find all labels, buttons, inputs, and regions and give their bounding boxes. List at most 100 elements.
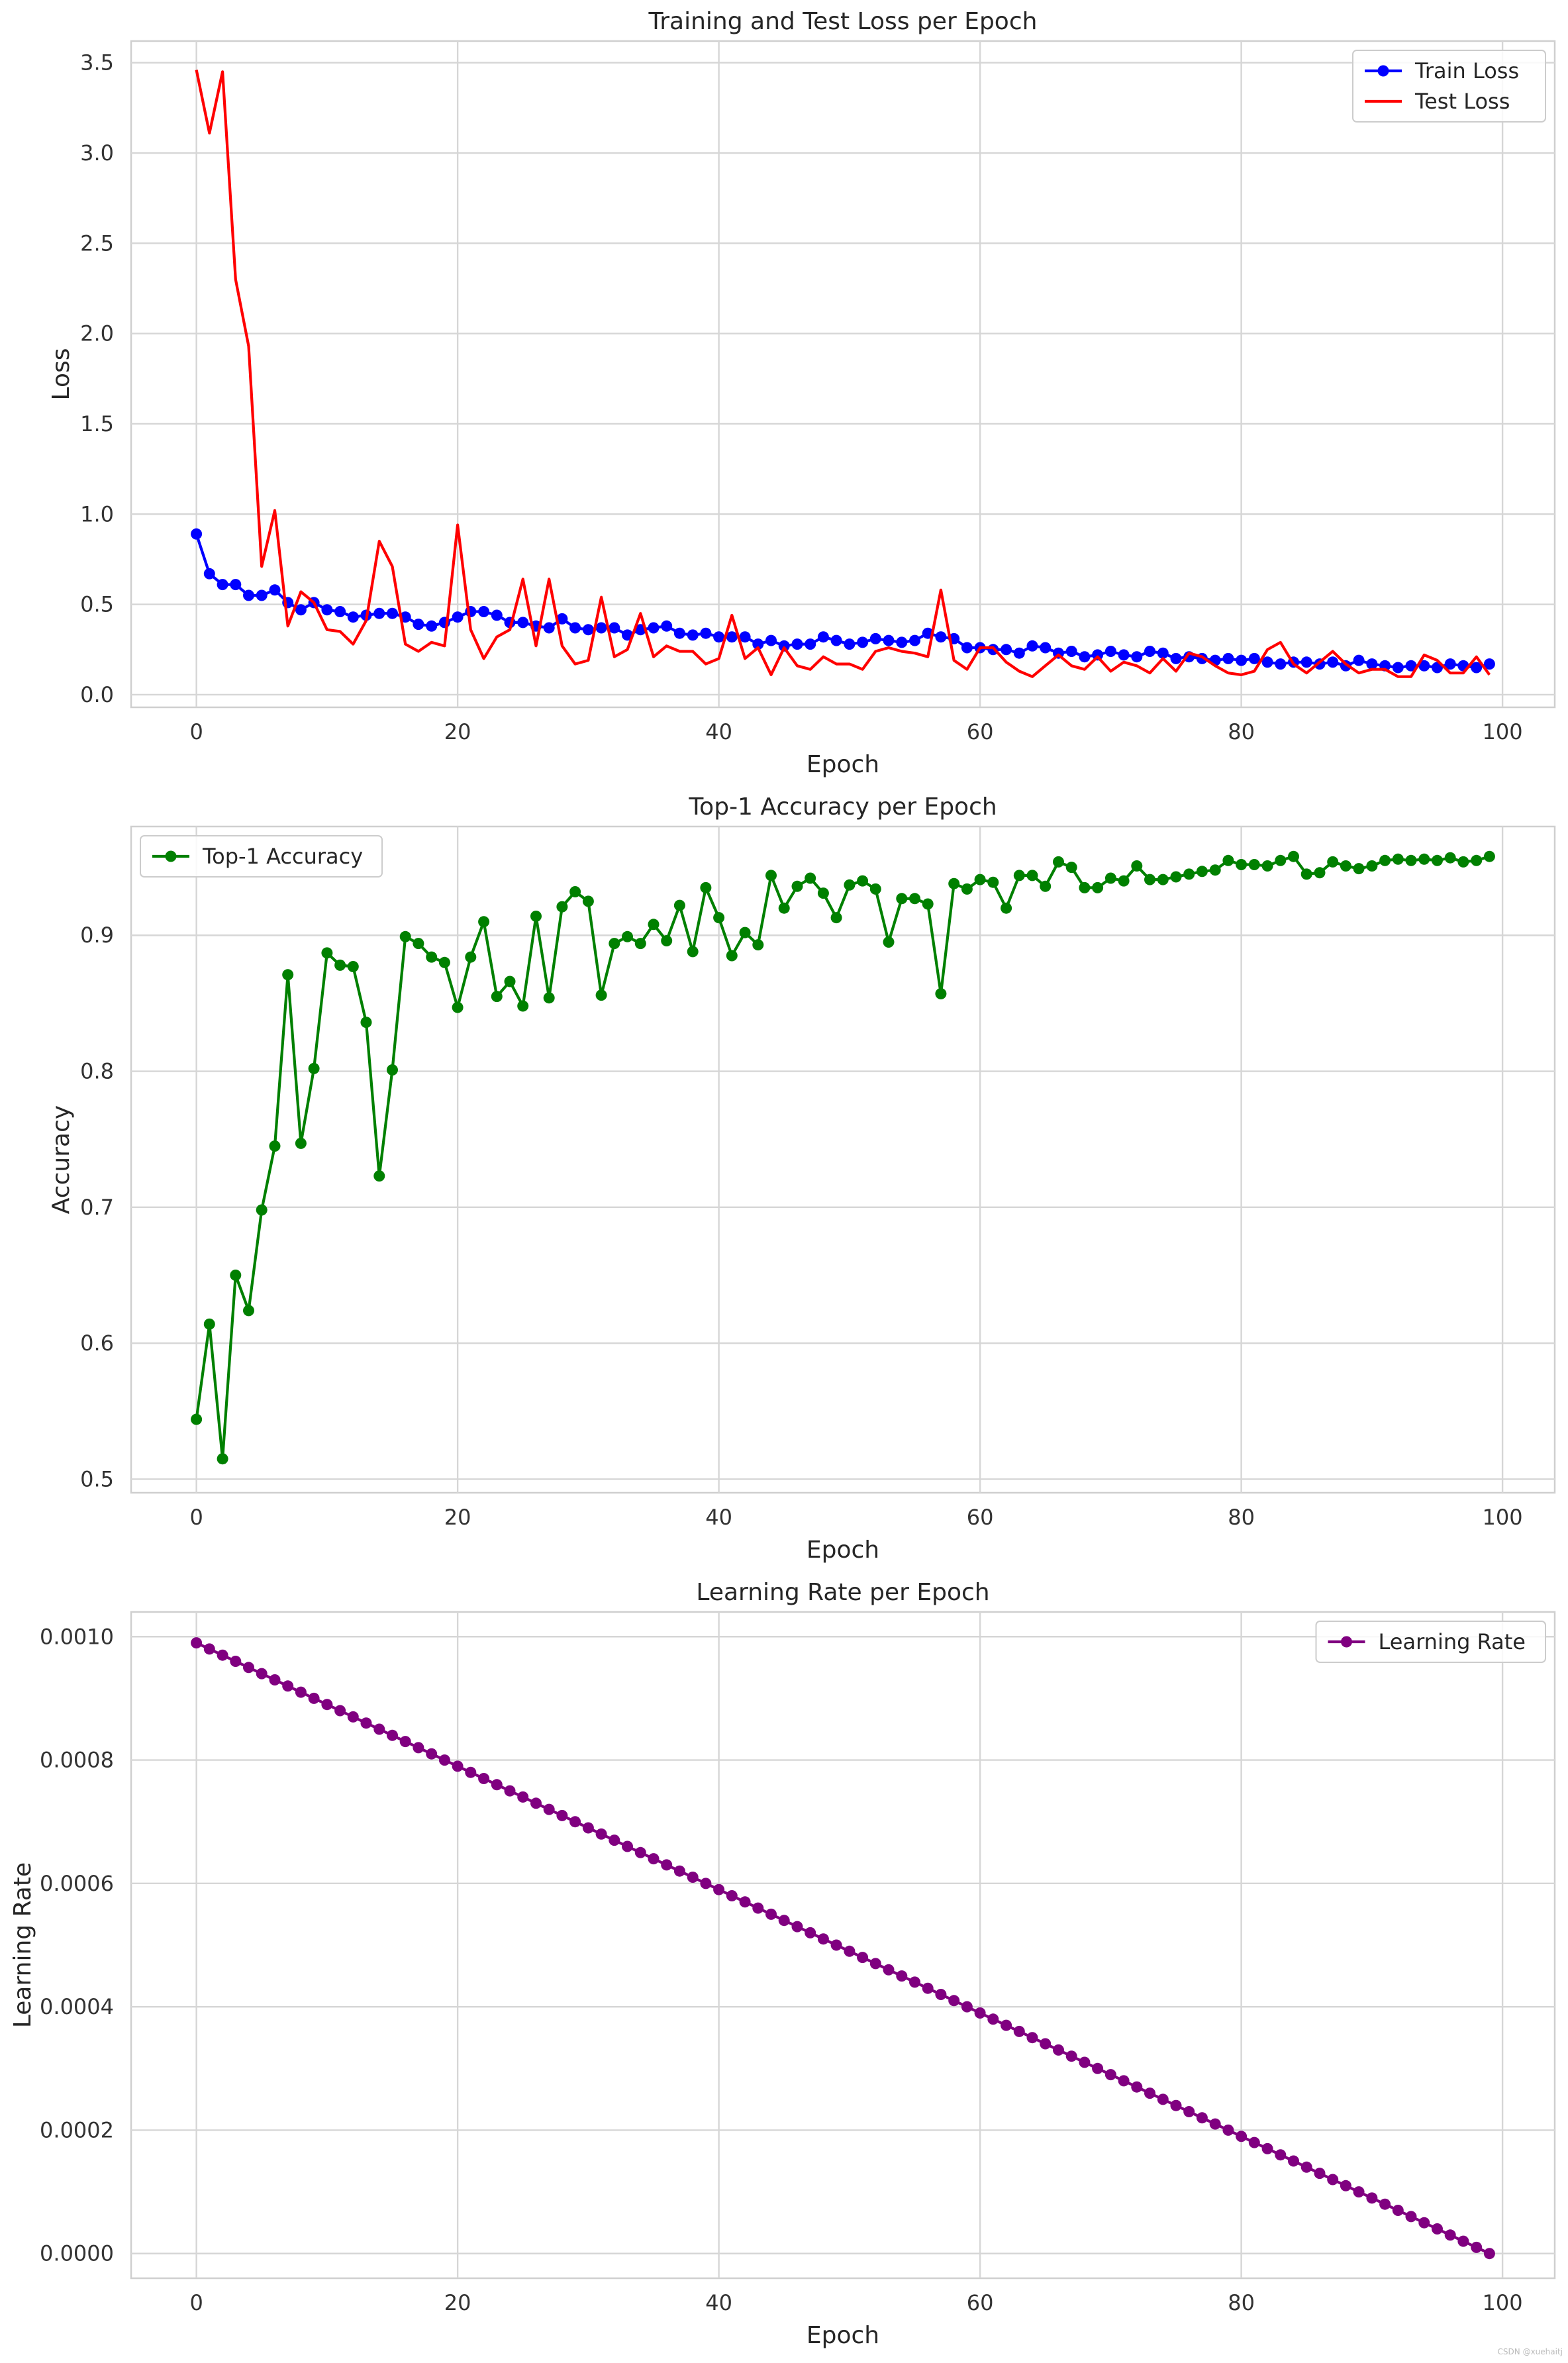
data-point-learning-rate (752, 1902, 764, 1914)
data-point-top-1-accuracy (1248, 859, 1260, 870)
data-point-train-loss (1418, 660, 1430, 672)
data-point-train-loss (1236, 654, 1248, 666)
data-point-top-1-accuracy (700, 881, 712, 893)
data-point-top-1-accuracy (791, 880, 803, 892)
data-point-learning-rate (1053, 2044, 1064, 2056)
data-point-top-1-accuracy (765, 870, 777, 881)
data-point-learning-rate (622, 1840, 633, 1852)
data-point-top-1-accuracy (857, 875, 869, 887)
loss-chart: 0 20 40 60 80 100 0.0 0.5 1.0 1.5 2.0 2.5 3.0 3.5 Trai… (48, 8, 1556, 778)
data-point-learning-rate (1104, 2069, 1116, 2081)
data-point-top-1-accuracy (438, 956, 450, 968)
data-point-top-1-accuracy (1001, 902, 1012, 914)
data-point-top-1-accuracy (1170, 871, 1182, 883)
data-point-top-1-accuracy (648, 919, 660, 930)
x-tick-label: 0 (189, 2290, 203, 2315)
data-point-top-1-accuracy (961, 883, 973, 895)
data-point-learning-rate (869, 1958, 881, 1970)
x-tick-label: 20 (444, 1505, 471, 1530)
data-point-top-1-accuracy (387, 1064, 398, 1076)
legend-marker-train-loss (1377, 65, 1389, 77)
data-point-top-1-accuracy (347, 961, 359, 972)
data-point-train-loss (373, 607, 385, 619)
data-point-top-1-accuracy (504, 976, 516, 987)
data-point-top-1-accuracy (1040, 880, 1052, 892)
data-point-train-loss (609, 622, 620, 634)
data-point-top-1-accuracy (1196, 866, 1208, 878)
loss-chart-title: Training and Test Loss per Epoch (648, 8, 1038, 35)
data-point-learning-rate (817, 1933, 829, 1945)
data-point-train-loss (334, 606, 346, 617)
data-point-top-1-accuracy (399, 930, 411, 942)
data-point-top-1-accuracy (752, 939, 764, 951)
accuracy-chart: 0 20 40 60 80 100 0.5 0.6 0.7 0.8 0.9 Top-1 Accurac… (48, 793, 1556, 1564)
data-point-train-loss (648, 622, 660, 634)
data-point-train-loss (1405, 660, 1417, 672)
data-point-top-1-accuracy (713, 912, 725, 924)
x-tick-label: 40 (705, 2290, 732, 2315)
data-point-learning-rate (883, 1964, 895, 1976)
data-point-train-loss (1144, 646, 1155, 657)
y-tick-label: 1.0 (80, 501, 114, 527)
data-point-learning-rate (1092, 2062, 1104, 2074)
data-point-learning-rate (1275, 2149, 1287, 2161)
data-point-train-loss (347, 611, 359, 623)
series-learning-rate (191, 1637, 1495, 2260)
data-point-top-1-accuracy (896, 893, 908, 905)
data-point-train-loss (426, 620, 438, 632)
data-point-learning-rate (648, 1853, 660, 1865)
data-point-learning-rate (673, 1865, 685, 1877)
data-point-learning-rate (1379, 2198, 1391, 2210)
data-point-learning-rate (1013, 2025, 1025, 2037)
data-point-train-loss (752, 638, 764, 650)
data-point-learning-rate (491, 1779, 503, 1791)
data-point-learning-rate (217, 1649, 228, 1661)
data-point-learning-rate (961, 2001, 973, 2013)
data-point-top-1-accuracy (1065, 862, 1077, 874)
data-point-top-1-accuracy (609, 938, 620, 950)
y-tick-label: 2.5 (80, 230, 114, 256)
y-axis-label: Learning Rate (9, 1862, 36, 2028)
x-axis-label: Epoch (807, 751, 879, 778)
data-point-learning-rate (334, 1705, 346, 1717)
data-point-top-1-accuracy (778, 902, 790, 914)
data-point-train-loss (791, 638, 803, 650)
data-point-top-1-accuracy (452, 1001, 464, 1013)
data-point-train-loss (321, 604, 333, 616)
data-point-top-1-accuracy (1157, 874, 1169, 885)
data-point-learning-rate (399, 1736, 411, 1748)
y-tick-label: 3.0 (80, 140, 114, 166)
legend-box (140, 835, 383, 878)
data-point-learning-rate (413, 1742, 424, 1754)
data-point-train-loss (1222, 652, 1234, 664)
data-point-learning-rate (426, 1748, 438, 1760)
data-point-train-loss (765, 634, 777, 646)
data-point-learning-rate (569, 1816, 581, 1828)
y-axis-label: Loss (48, 348, 75, 401)
data-point-top-1-accuracy (1092, 881, 1104, 893)
data-point-top-1-accuracy (1026, 870, 1038, 881)
y-tick-label: 0.0002 (40, 2117, 114, 2142)
data-point-learning-rate (1222, 2124, 1234, 2136)
legend-label-learning-rate: Learning Rate (1379, 1629, 1526, 1654)
data-point-train-loss (387, 607, 398, 619)
data-point-learning-rate (948, 1995, 960, 2007)
data-point-top-1-accuracy (191, 1413, 203, 1425)
data-point-learning-rate (765, 1908, 777, 1920)
x-tick-label: 60 (967, 719, 994, 744)
data-point-top-1-accuracy (569, 886, 581, 897)
data-point-learning-rate (1314, 2168, 1326, 2180)
data-point-top-1-accuracy (556, 901, 568, 913)
y-tick-label: 3.5 (80, 50, 114, 75)
data-point-top-1-accuracy (1327, 856, 1339, 868)
watermark: CSDN @xuehaitj (1498, 2347, 1563, 2356)
y-tick-label: 0.0000 (40, 2241, 114, 2266)
data-point-learning-rate (805, 1927, 816, 1938)
data-point-train-loss (191, 528, 203, 540)
data-point-train-loss (569, 622, 581, 634)
legend-label-train-loss: Train Loss (1414, 58, 1519, 83)
data-point-train-loss (452, 611, 464, 623)
data-point-top-1-accuracy (582, 895, 594, 907)
data-point-train-loss (713, 631, 725, 643)
loss-plot-area (130, 40, 1556, 709)
